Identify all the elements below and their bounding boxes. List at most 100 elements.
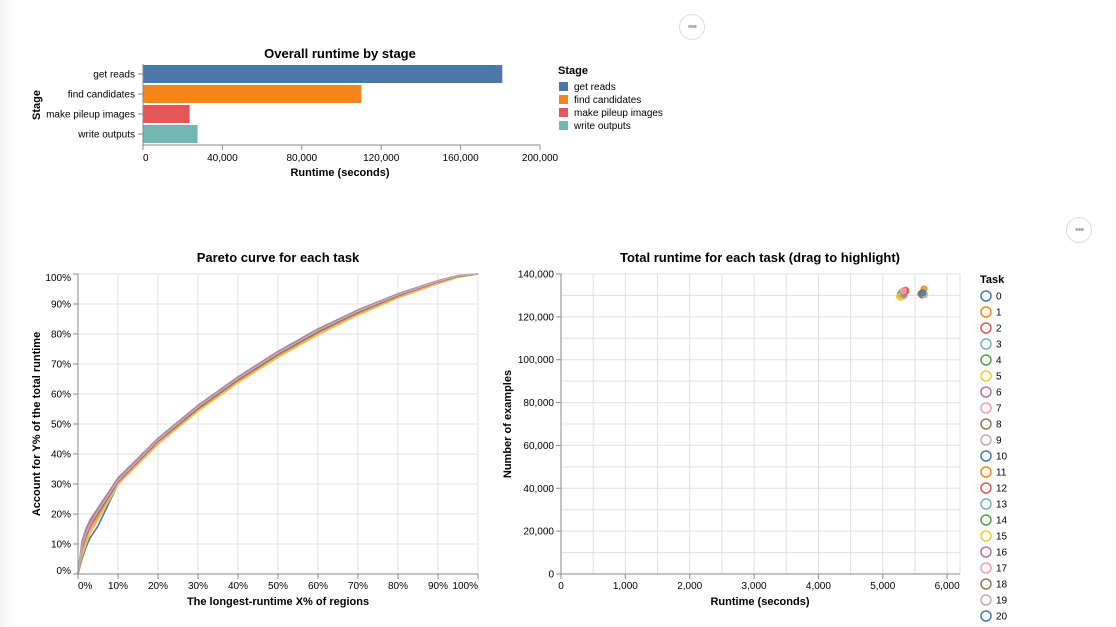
task-legend-symbol[interactable] — [980, 322, 992, 334]
bar-chart-title: Overall runtime by stage — [264, 46, 416, 61]
task-legend-symbol[interactable] — [980, 610, 992, 622]
bar-make-pileup-images[interactable] — [143, 105, 190, 123]
pareto-x-tick-label: 100% — [452, 581, 478, 592]
task-legend-label[interactable]: 6 — [996, 388, 1002, 399]
bar-x-axis-title: Runtime (seconds) — [290, 167, 389, 179]
task-legend-symbol[interactable] — [980, 354, 992, 366]
pareto-y-tick-label: 50% — [51, 420, 71, 431]
task-legend-symbol[interactable] — [980, 402, 992, 414]
stage-legend-swatch[interactable] — [559, 95, 568, 104]
pareto-chart: Pareto curve for each task 0% 0% 10% 10% 20%… — [31, 250, 479, 608]
stage-legend[interactable]: get reads find candidates make pileup imag… — [559, 82, 663, 132]
task-legend-symbol[interactable] — [980, 482, 992, 494]
task-legend-symbol[interactable] — [980, 338, 992, 350]
task-legend-label[interactable]: 0 — [996, 292, 1002, 303]
task-legend-title: Task — [980, 274, 1005, 286]
task-legend-label[interactable]: 12 — [996, 484, 1008, 495]
pareto-chart-title: Pareto curve for each task — [197, 250, 360, 265]
pareto-x-tick-label: 20% — [148, 581, 168, 592]
task-legend-label[interactable]: 19 — [996, 596, 1008, 607]
scatter-x-tick-label: 5,000 — [870, 581, 895, 592]
stage-legend-swatch[interactable] — [559, 121, 568, 130]
task-legend-symbol[interactable] — [980, 514, 992, 526]
pareto-y-tick-label: 80% — [51, 330, 71, 341]
scatter-y-tick-label: 60,000 — [523, 441, 554, 452]
stage-legend-title: Stage — [558, 65, 588, 77]
task-legend-symbol[interactable] — [980, 450, 992, 462]
scatter-x-tick-label: 3,000 — [742, 581, 767, 592]
task-legend-label[interactable]: 8 — [996, 420, 1002, 431]
task-legend-symbol[interactable] — [980, 546, 992, 558]
scatter-x-tick-label: 1,000 — [613, 581, 638, 592]
scatter-y-tick-label: 80,000 — [523, 398, 554, 409]
pareto-series-line[interactable] — [77, 273, 479, 575]
task-legend-label[interactable]: 1 — [996, 308, 1002, 319]
bar-y-tick-label: get reads — [93, 70, 135, 81]
bar-get-reads[interactable] — [143, 65, 503, 83]
task-legend-label[interactable]: 17 — [996, 564, 1008, 575]
task-runtime-scatter-chart[interactable]: Total runtime for each task (drag to hig… — [502, 250, 1008, 623]
stage-legend-label[interactable]: write outputs — [573, 121, 631, 132]
pareto-y-tick-label: 100% — [45, 273, 71, 284]
task-legend-symbol[interactable] — [980, 370, 992, 382]
stage-legend-swatch[interactable] — [559, 108, 568, 117]
task-legend-label[interactable]: 11 — [996, 468, 1007, 479]
task-legend-label[interactable]: 10 — [996, 452, 1008, 463]
bottom-charts-menu-button[interactable]: ••• — [1066, 217, 1092, 243]
task-legend-label[interactable]: 2 — [996, 324, 1002, 335]
task-legend-symbol[interactable] — [980, 594, 992, 606]
pareto-y-tick-label: 0% — [57, 566, 72, 577]
pareto-series-line[interactable] — [77, 273, 479, 575]
pareto-x-tick-label: 70% — [348, 581, 368, 592]
stage-legend-label[interactable]: find candidates — [574, 95, 641, 106]
bar-x-tick-label: 160,000 — [443, 153, 480, 164]
task-legend-label[interactable]: 9 — [996, 436, 1002, 447]
stage-legend-label[interactable]: make pileup images — [574, 108, 663, 119]
task-legend-label[interactable]: 7 — [996, 404, 1002, 415]
top-chart-menu-button[interactable]: ••• — [679, 14, 705, 40]
task-legend-symbol[interactable] — [980, 466, 992, 478]
task-legend-label[interactable]: 5 — [996, 372, 1002, 383]
pareto-x-tick-label: 10% — [108, 581, 128, 592]
scatter-y-tick-label: 0 — [548, 570, 554, 581]
task-legend-label[interactable]: 20 — [996, 612, 1008, 623]
task-point[interactable] — [899, 287, 907, 295]
task-legend-symbol[interactable] — [980, 418, 992, 430]
task-legend-symbol[interactable] — [980, 290, 992, 302]
bar-find-candidates[interactable] — [143, 85, 362, 103]
scatter-y-tick-label: 120,000 — [518, 312, 555, 323]
task-legend-label[interactable]: 3 — [996, 340, 1002, 351]
task-legend-label[interactable]: 13 — [996, 500, 1008, 511]
stage-legend-swatch[interactable] — [559, 82, 568, 91]
task-legend-label[interactable]: 14 — [996, 516, 1008, 527]
scatter-y-axis-title: Number of examples — [502, 370, 514, 478]
task-legend-symbol[interactable] — [980, 306, 992, 318]
task-point[interactable] — [919, 289, 927, 297]
task-legend-symbol[interactable] — [980, 498, 992, 510]
bar-x-tick-label: 120,000 — [363, 153, 400, 164]
bar-write-outputs[interactable] — [143, 125, 198, 143]
bar-x-tick-label: 0 — [143, 153, 149, 164]
task-legend-label[interactable]: 18 — [996, 580, 1008, 591]
task-legend-symbol[interactable] — [980, 434, 992, 446]
task-legend-label[interactable]: 15 — [996, 532, 1008, 543]
scatter-x-tick-label: 6,000 — [935, 581, 960, 592]
task-legend-symbol[interactable] — [980, 562, 992, 574]
scatter-y-tick-label: 20,000 — [523, 527, 554, 538]
left-edge-shade — [0, 0, 14, 627]
pareto-x-axis-title: The longest-runtime X% of regions — [187, 596, 369, 608]
task-legend-symbol[interactable] — [980, 386, 992, 398]
pareto-x-tick-label: 0% — [78, 581, 93, 592]
stage-legend-label[interactable]: get reads — [574, 82, 616, 93]
scatter-chart-title: Total runtime for each task (drag to hig… — [620, 250, 900, 265]
bar-y-tick-label: find candidates — [68, 90, 135, 101]
task-legend-symbol[interactable] — [980, 530, 992, 542]
scatter-x-tick-label: 4,000 — [806, 581, 831, 592]
task-legend-label[interactable]: 16 — [996, 548, 1008, 559]
task-legend-label[interactable]: 4 — [996, 356, 1002, 367]
task-legend-symbol[interactable] — [980, 578, 992, 590]
pareto-series-line[interactable] — [77, 273, 479, 575]
pareto-x-tick-label: 30% — [188, 581, 208, 592]
